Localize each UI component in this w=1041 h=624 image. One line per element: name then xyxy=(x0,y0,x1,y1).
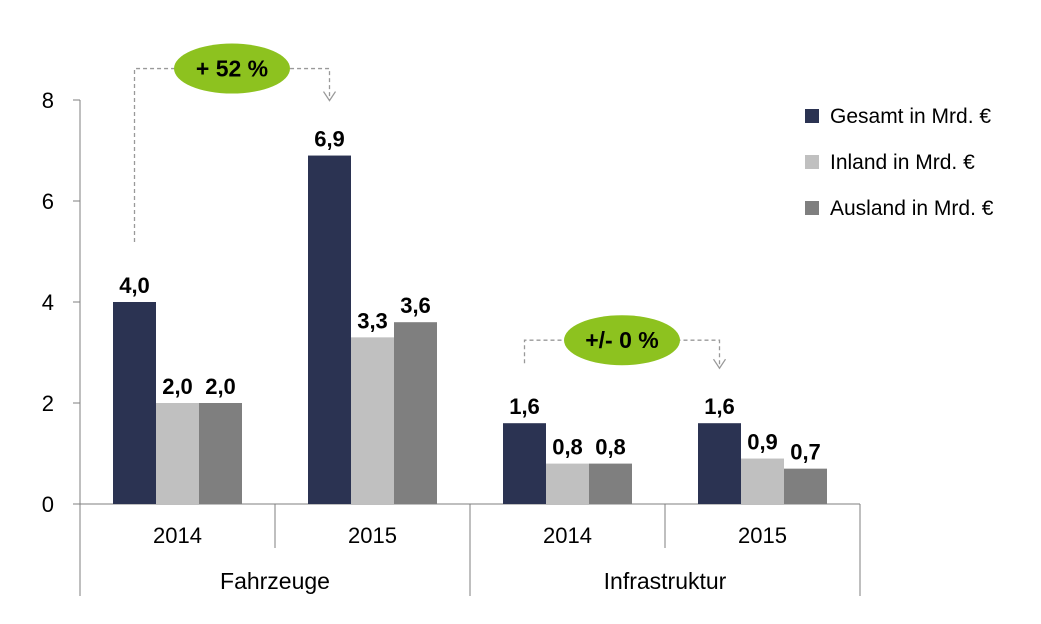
x-group-label: Infrastruktur xyxy=(604,568,727,594)
bar xyxy=(113,302,156,504)
legend-swatch xyxy=(805,201,819,215)
bars: 4,0 6,9 1,6 1,6 2,0 3,3 0,8 0,9 2,0 3,6 0,8 0,7 xyxy=(113,127,827,505)
legend-label: Inland in Mrd. € xyxy=(830,151,975,174)
annotation-connector xyxy=(133,67,331,242)
bar xyxy=(741,458,784,504)
bar xyxy=(784,468,827,504)
y-tick-label: 0 xyxy=(42,492,54,517)
bar xyxy=(589,463,632,504)
y-tick-label: 4 xyxy=(42,290,54,315)
annotation-pill xyxy=(564,315,680,366)
annotation-arrowhead xyxy=(322,91,337,102)
x-category-label: 2014 xyxy=(153,523,202,548)
data-label: 0,8 xyxy=(552,435,583,460)
data-label: 0,8 xyxy=(595,435,626,460)
bar xyxy=(698,423,741,504)
y-tick-label: 2 xyxy=(42,391,54,416)
x-group-label: Fahrzeuge xyxy=(220,568,330,594)
data-label: 3,6 xyxy=(400,293,431,318)
x-category-label: 2014 xyxy=(543,523,592,548)
data-label: 1,6 xyxy=(704,394,735,419)
data-label: 3,3 xyxy=(357,308,388,333)
annotation-label: +/- 0 % xyxy=(585,327,659,353)
annotation-arrowhead xyxy=(712,358,727,370)
bar xyxy=(394,322,437,504)
x-category-label: 2015 xyxy=(738,523,787,548)
x-category-label: 2015 xyxy=(348,523,397,548)
annotation-pill xyxy=(174,43,290,94)
bar xyxy=(199,403,242,504)
legend-label: Gesamt in Mrd. € xyxy=(830,105,991,128)
legend-swatch xyxy=(805,155,819,169)
legend: Gesamt in Mrd. € Inland in Mrd. € Ausland … xyxy=(805,105,994,220)
data-label: 2,0 xyxy=(205,374,236,399)
data-label: 0,9 xyxy=(747,430,778,455)
y-tick-label: 8 xyxy=(42,88,54,113)
annotations: + 52 % +/- 0 % xyxy=(133,43,727,370)
axes: 0 2 4 6 8 2014 2015 2014 2015 Fahrzeuge Infrastruk… xyxy=(42,88,861,596)
data-label: 6,9 xyxy=(314,127,345,152)
data-label: 2,0 xyxy=(162,374,193,399)
y-tick-label: 6 xyxy=(42,189,54,214)
legend-label: Ausland in Mrd. € xyxy=(830,197,994,220)
bar xyxy=(308,155,351,505)
data-label: 0,7 xyxy=(790,440,821,465)
bar xyxy=(156,403,199,504)
data-label: 4,0 xyxy=(119,273,150,298)
bar xyxy=(503,423,546,504)
bar xyxy=(351,337,394,504)
bar xyxy=(546,463,589,504)
data-label: 1,6 xyxy=(509,394,540,419)
legend-swatch xyxy=(805,109,819,123)
annotation-label: + 52 % xyxy=(196,56,268,82)
